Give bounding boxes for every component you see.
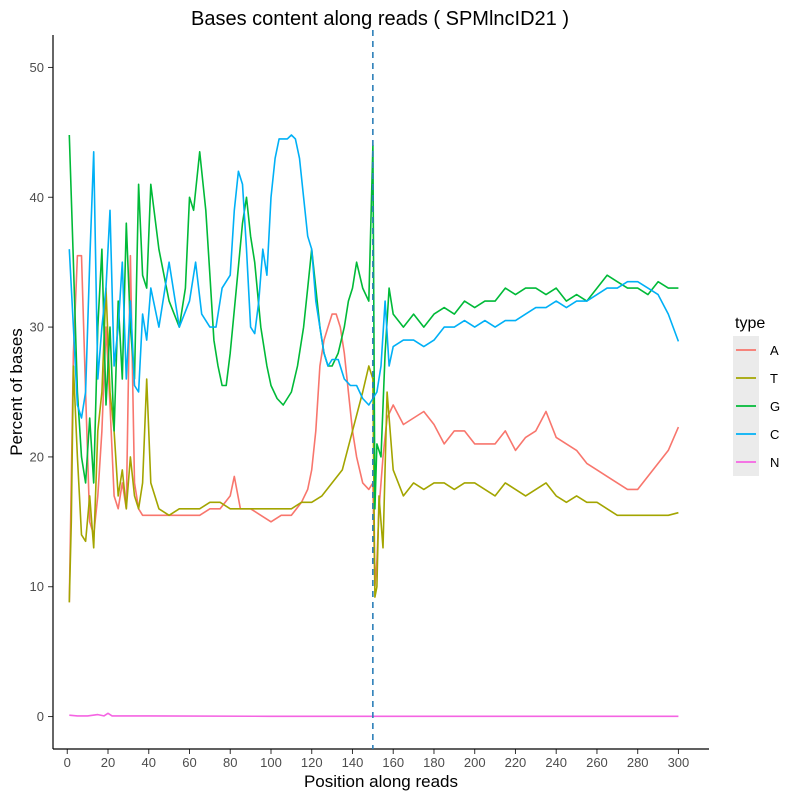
x-tick-label: 60 [182, 755, 196, 770]
y-tick-label: 20 [30, 449, 44, 464]
x-tick-label: 220 [505, 755, 527, 770]
x-tick-label: 140 [342, 755, 364, 770]
y-tick-label: 50 [30, 60, 44, 75]
legend-label-N: N [770, 455, 779, 470]
series-lines [68, 134, 680, 718]
legend-title: type [735, 315, 765, 332]
x-tick-label: 300 [668, 755, 690, 770]
x-tick-label: 240 [545, 755, 567, 770]
legend-label-G: G [770, 399, 780, 414]
series-line-N [69, 712, 679, 718]
x-tick-label: 180 [423, 755, 445, 770]
series-line-C [68, 134, 680, 419]
series-line-G [68, 134, 679, 510]
x-axis-title: Position along reads [304, 772, 458, 791]
chart-title: Bases content along reads ( SPMlncID21 ) [191, 8, 569, 30]
x-tick-label: 0 [64, 755, 71, 770]
x-tick-label: 20 [101, 755, 115, 770]
x-tick-label: 260 [586, 755, 608, 770]
x-tick-label: 100 [260, 755, 282, 770]
y-axis-title: Percent of bases [7, 328, 26, 456]
x-tick-label: 40 [142, 755, 156, 770]
x-tick-label: 160 [382, 755, 404, 770]
x-tick-label: 200 [464, 755, 486, 770]
series-line-T [68, 287, 679, 603]
x-tick-label: 280 [627, 755, 649, 770]
y-tick-label: 30 [30, 320, 44, 335]
legend-label-T: T [770, 371, 778, 386]
series-line-A [68, 254, 680, 603]
x-axis-ticks: 0 20 40 60 80 100 120 140 160 180 200 220 240 260 280 3… [64, 749, 690, 770]
legend-label-C: C [770, 427, 779, 442]
y-axis-ticks: 0 10 20 30 40 50 [30, 60, 53, 724]
y-tick-label: 0 [37, 709, 44, 724]
legend-label-A: A [770, 343, 779, 358]
x-tick-label: 80 [223, 755, 237, 770]
y-tick-label: 40 [30, 190, 44, 205]
y-tick-label: 10 [30, 579, 44, 594]
x-tick-label: 120 [301, 755, 323, 770]
